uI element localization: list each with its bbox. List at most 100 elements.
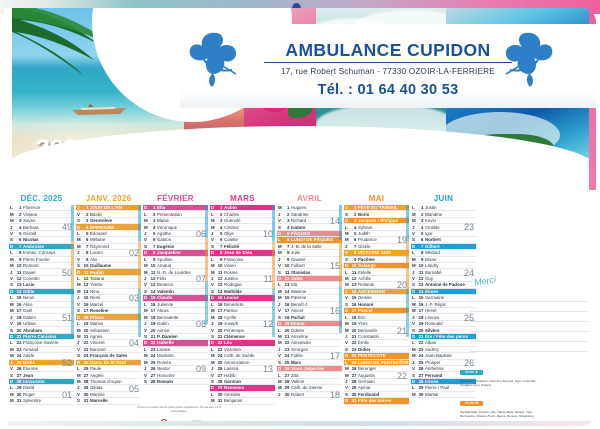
day-number: 18 — [150, 314, 156, 320]
saint-name: Denise — [358, 295, 372, 301]
saint-name: Rolande — [358, 282, 375, 288]
day-row: M 13 Rolande — [344, 282, 409, 289]
saint-name: Julie — [291, 250, 301, 256]
weekday-letter: L — [10, 295, 13, 301]
vacation-zone-stripe — [71, 205, 74, 405]
saint-name: Anselme — [291, 333, 309, 339]
weekday-letter: M — [211, 353, 215, 359]
weekday-letter: S — [144, 243, 147, 249]
saint-name: Marc — [291, 359, 302, 365]
day-row: J 11 Daniel — [9, 269, 74, 276]
day-row: J 25 NOËL — [9, 359, 74, 366]
saint-name: Jacques / Philippe — [358, 218, 399, 224]
weekday-letter: L — [144, 301, 147, 307]
day-number: 3 — [287, 218, 290, 224]
saint-name: Estelle — [358, 269, 372, 275]
day-number: 18 — [284, 314, 290, 320]
day-row: S 20 Abraham — [9, 327, 74, 334]
day-number: 7 — [153, 243, 156, 249]
day-number: 31 — [16, 398, 22, 404]
month-name: MAI — [368, 194, 385, 203]
day-row: L 8 Médard — [411, 250, 476, 257]
day-row: J 25 Prosper — [411, 360, 476, 366]
weekday-letter: D — [278, 321, 282, 327]
weekday-letter: S — [278, 224, 281, 230]
day-number: 3 — [421, 218, 424, 224]
day-row: V 20 Aimée — [143, 327, 208, 334]
day-number: 16 — [16, 301, 22, 307]
saint-name: Jean-Baptiste — [425, 353, 452, 359]
saint-name: Barbara — [23, 224, 39, 230]
day-row: V 8 VICTOIRE 1945 — [344, 250, 409, 257]
day-row: D 14 Élisée — [411, 288, 476, 296]
weekday-letter: D — [10, 379, 14, 385]
day-number: 8 — [153, 250, 156, 256]
weekday-letter: D — [10, 333, 14, 339]
day-row: M 4 Véronique — [143, 224, 208, 231]
day-number: 26 — [217, 366, 223, 372]
day-row: J 1 JOUR DE L'AN — [76, 205, 141, 212]
saint-name: Ida — [291, 282, 298, 288]
day-row: L 4 Sylvain — [344, 224, 409, 231]
week-number: 11 — [263, 273, 273, 284]
saint-name: Victorien — [224, 346, 242, 352]
weekday-letter: M — [345, 327, 349, 333]
weekday-letter: V — [412, 321, 415, 327]
weekday-letter: M — [211, 308, 215, 314]
saint-name: Lucien — [90, 250, 103, 256]
weekday-letter: V — [412, 366, 415, 372]
day-row: L 1 Justin — [411, 205, 476, 212]
weekday-letter: L — [10, 340, 13, 346]
saint-name: Bernardin — [358, 327, 378, 333]
day-number: 28 — [418, 379, 424, 385]
weekday-letter: S — [211, 288, 214, 294]
weekday-letter: L — [211, 391, 214, 397]
weekday-letter: L — [10, 205, 13, 211]
day-number: 6 — [153, 237, 156, 243]
day-row: M 17 Alexis — [143, 308, 208, 315]
day-row: L 6 LUNDI DE PÂQUES — [277, 237, 342, 244]
day-row: M 1 Hugues — [277, 205, 342, 212]
weekday-letter: M — [345, 282, 349, 288]
vacation-zone-stripe — [406, 205, 409, 405]
day-row: J 8 Lucien — [76, 250, 141, 257]
weekday-letter: V — [77, 211, 80, 217]
saint-name: Apolline — [157, 256, 173, 262]
week-number: 22 — [396, 370, 407, 381]
saint-name: Jean — [23, 372, 34, 378]
weekday-letter: M — [144, 353, 148, 359]
week-number: 52 — [61, 357, 72, 368]
saint-name: N.-D. de Lourdes — [157, 269, 191, 275]
zone-tag: Zone B — [460, 400, 484, 406]
weekday-letter: V — [77, 256, 80, 262]
saint-name: ÉPIPHANIE — [90, 224, 115, 230]
day-row: V 2 Basile — [76, 211, 141, 218]
day-number: 28 — [83, 379, 89, 385]
day-row: M 30 Roger — [9, 391, 74, 399]
saint-name: Roger — [23, 391, 35, 397]
saint-name: Gisèle — [358, 243, 371, 249]
day-row: S 24 François de Sales — [76, 353, 141, 360]
day-row: D 19 Emma — [277, 320, 342, 328]
day-row: V 12 Corentin — [9, 276, 74, 283]
day-number: 23 — [83, 346, 89, 352]
weekday-letter: V — [345, 205, 348, 211]
day-row: D 26 Souv. Déportés — [277, 365, 342, 373]
day-number: 9 — [287, 256, 290, 262]
saint-name: Martial — [425, 391, 439, 397]
saint-name: Sébastien — [90, 327, 110, 333]
day-number: 18 — [83, 314, 89, 320]
weekday-letter: L — [412, 205, 415, 211]
day-row: M 2 Blandine — [411, 211, 476, 218]
day-row: M 30 Martial — [411, 391, 476, 399]
day-row: M 22 Alexandre — [277, 340, 342, 347]
weekday-letter: D — [412, 333, 416, 339]
day-number: 12 — [418, 276, 424, 282]
saint-name: Marius — [90, 321, 104, 327]
saint-name: Ambroise — [23, 243, 45, 249]
day-row: S 17 Roseline — [76, 308, 141, 315]
saint-name: Alexandre — [291, 340, 311, 346]
day-number: 11 — [418, 269, 424, 275]
day-row: J 12 Justine — [210, 276, 275, 283]
day-row: M 17 Hervé — [411, 308, 476, 315]
